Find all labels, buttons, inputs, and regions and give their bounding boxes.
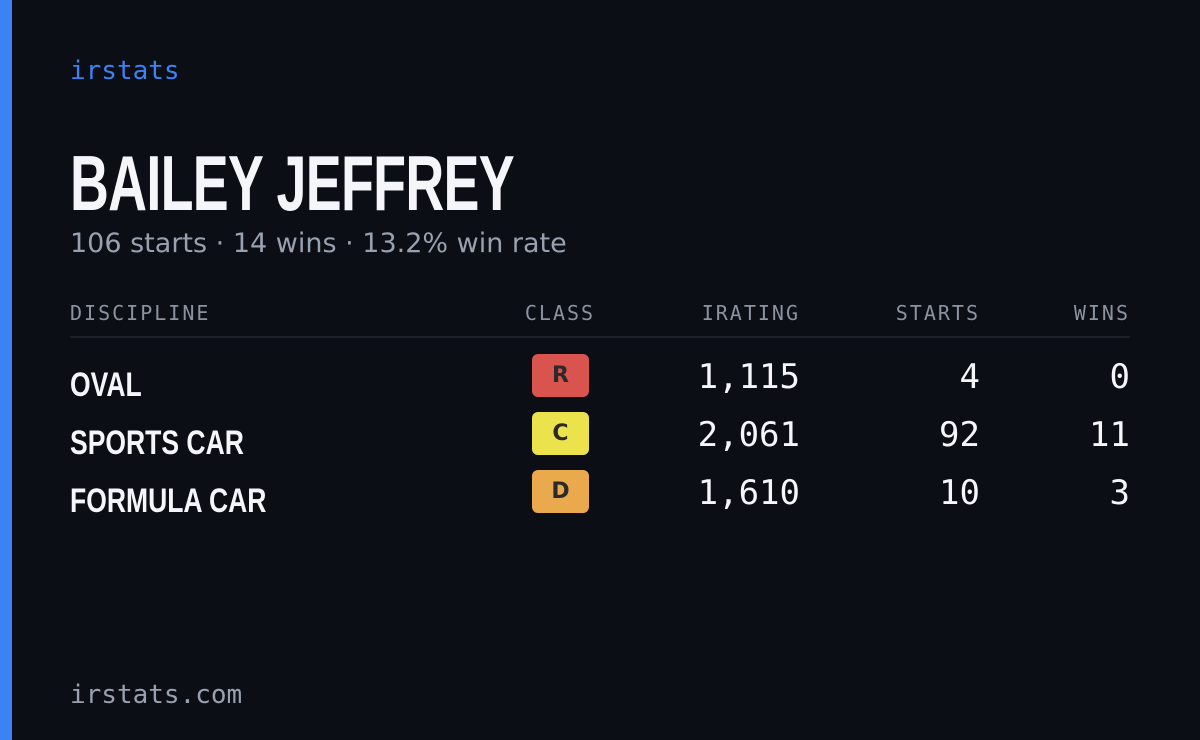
class-badge: R: [532, 354, 589, 397]
column-header: WINS: [1073, 301, 1130, 325]
summary: 106 starts · 14 wins · 13.2% win rate: [70, 228, 567, 259]
driver-name: BAILEY JEFFREY: [70, 139, 515, 227]
brand: irstats: [70, 56, 180, 86]
column-header: STARTS: [895, 301, 980, 325]
accent-stripe: [0, 0, 12, 740]
class-badge: D: [532, 470, 589, 513]
discipline: FORMULA CAR: [70, 482, 267, 520]
stat-value: 3: [1109, 473, 1130, 513]
stat-value: 92: [939, 415, 980, 455]
column-header: CLASS: [524, 301, 596, 325]
column-header: DISCIPLINE: [70, 301, 211, 325]
stat-value: 1,115: [697, 357, 800, 397]
discipline: SPORTS CAR: [70, 424, 244, 462]
stat-value: 2,061: [697, 415, 800, 455]
header-rule: [70, 336, 1130, 338]
footer-url: irstats.com: [70, 680, 243, 710]
discipline: OVAL: [70, 366, 142, 404]
stat-value: 4: [959, 357, 980, 397]
stat-value: 10: [939, 473, 980, 513]
stat-value: 11: [1089, 415, 1130, 455]
column-header: IRATING: [701, 301, 800, 325]
class-badge: C: [532, 412, 589, 455]
stat-value: 1,610: [697, 473, 800, 513]
stat-value: 0: [1109, 357, 1130, 397]
